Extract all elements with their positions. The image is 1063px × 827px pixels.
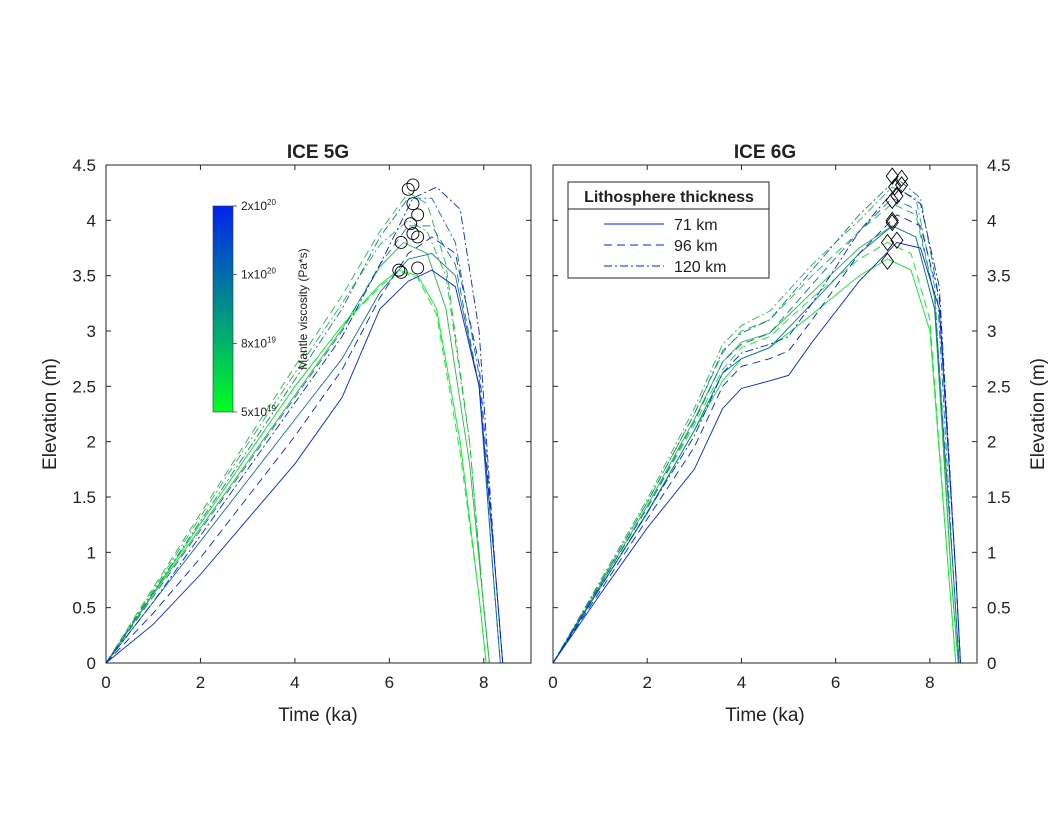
peak-marker-2 <box>394 265 408 279</box>
ylabel-ice6g: Elevation (m) <box>1028 358 1049 470</box>
legend-label: 120 km <box>674 259 726 276</box>
peak-marker-6 <box>411 230 425 244</box>
peak-marker-11 <box>895 169 909 188</box>
colorbar-tick-label: 5x1019 <box>241 404 276 419</box>
xtick-label: 6 <box>385 673 394 692</box>
series-line-11 <box>105 186 504 664</box>
xtick-label: 8 <box>479 673 488 692</box>
legend-title: Lithosphere thickness <box>584 189 754 206</box>
ytick-label: 3.5 <box>72 267 96 286</box>
peak-marker-4 <box>885 213 899 232</box>
ytick-label: 2.5 <box>987 377 1011 396</box>
legend: Lithosphere thickness 71 km 96 km 120 km <box>567 181 770 279</box>
series-line-2 <box>552 241 957 664</box>
peak-marker-11 <box>406 178 420 192</box>
series-line-1 <box>552 258 957 664</box>
series-line-2 <box>105 270 487 664</box>
ytick-label: 1 <box>87 543 96 562</box>
colorbar: 2x1020 1x1020 8x1019 5x1019 Mantle viscosit… <box>212 198 310 419</box>
ytick-label: 4.5 <box>987 156 1011 175</box>
xtick-label: 2 <box>642 673 651 692</box>
plot-area-ice6g <box>552 167 961 664</box>
xtick-label: 2 <box>196 673 205 692</box>
ytick-label: 0.5 <box>987 599 1011 618</box>
ticks-ice5g: 0 2 4 6 8 0 0.5 1 1.5 2 2.5 3 3.5 4 4.5 <box>72 156 531 692</box>
ytick-label: 4.5 <box>72 156 96 175</box>
ytick-label: 2.5 <box>72 377 96 396</box>
peak-marker-7 <box>404 217 418 231</box>
colorbar-tick-label: 8x1019 <box>241 335 276 350</box>
series-line-6 <box>552 225 960 664</box>
xtick-label: 8 <box>925 673 934 692</box>
legend-label: 96 km <box>674 238 718 255</box>
ytick-label: 4 <box>87 211 96 230</box>
series-line-8 <box>552 177 960 664</box>
series-line-11 <box>552 186 961 664</box>
series-line-9 <box>552 242 961 664</box>
peak-marker-10 <box>401 182 415 196</box>
ylabel-ice5g: Elevation (m) <box>40 358 61 470</box>
series-line-8 <box>105 197 501 664</box>
peak-marker-3 <box>411 261 425 275</box>
peak-marker-4 <box>394 236 408 249</box>
series-line-3 <box>552 225 959 664</box>
ytick-label: 3 <box>987 322 996 341</box>
series-line-7 <box>552 197 960 664</box>
xtick-label: 0 <box>548 673 557 692</box>
ticks-ice6g: 0 2 4 6 8 0 0.5 1 1.5 2 2.5 3 3.5 4 4.5 <box>548 156 1010 692</box>
peak-marker-5 <box>885 211 899 230</box>
legend-entries: 71 km 96 km 120 km <box>604 217 726 276</box>
panel-ice6g: ICE 6G Time (ka) Elevation (m) 0 2 4 6 8 0 0.5… <box>548 142 1049 726</box>
plot-area-ice5g <box>105 178 504 664</box>
axes-box-ice5g <box>105 164 532 664</box>
peak-marker-5 <box>406 227 420 241</box>
series-line-9 <box>105 269 504 664</box>
ytick-label: 1 <box>987 543 996 562</box>
legend-label: 71 km <box>674 217 718 234</box>
axes-box-ice6g <box>552 164 978 664</box>
peak-marker-6 <box>885 191 899 210</box>
peak-marker-10 <box>885 167 899 185</box>
series-line-10 <box>105 236 504 664</box>
ytick-label: 1.5 <box>987 488 1011 507</box>
peak-marker-1 <box>392 263 406 277</box>
peak-marker-8 <box>411 208 425 222</box>
peak-marker-9 <box>895 176 909 194</box>
series-line-5 <box>105 192 490 664</box>
ytick-label: 2 <box>87 433 96 452</box>
xlabel-ice6g: Time (ka) <box>725 705 805 726</box>
peak-marker-8 <box>887 178 902 196</box>
ytick-label: 4 <box>987 211 996 230</box>
series-line-10 <box>552 214 961 664</box>
series-line-1 <box>105 269 487 664</box>
series-line-5 <box>552 186 959 664</box>
ytick-label: 1.5 <box>72 488 96 507</box>
ytick-label: 3.5 <box>987 267 1011 286</box>
xtick-label: 4 <box>290 673 299 692</box>
colorbar-label: Mantle viscosity (Pa*s) <box>296 248 310 369</box>
xlabel-ice5g: Time (ka) <box>278 705 358 726</box>
ytick-label: 0 <box>87 654 96 673</box>
series-line-3 <box>105 241 490 664</box>
panel-ice5g: ICE 5G Time (ka) Elevation (m) 0 2 4 6 8 0 0.5… <box>40 142 532 726</box>
colorbar-tick-label: 2x1020 <box>241 198 276 213</box>
peak-marker-1 <box>880 252 895 271</box>
legend-box <box>567 181 770 279</box>
title-ice5g: ICE 5G <box>287 142 349 163</box>
peak-marker-3 <box>890 231 904 250</box>
ytick-label: 0 <box>987 654 996 673</box>
colorbar-tick-label: 1x1020 <box>241 267 276 282</box>
xtick-label: 4 <box>737 673 746 692</box>
title-ice6g: ICE 6G <box>734 142 796 163</box>
ytick-label: 2 <box>987 433 996 452</box>
xtick-label: 0 <box>101 673 110 692</box>
ytick-label: 3 <box>87 322 96 341</box>
colorbar-ticks: 2x1020 1x1020 8x1019 5x1019 <box>233 198 276 419</box>
colorbar-gradient <box>212 205 234 413</box>
ytick-label: 0.5 <box>72 599 96 618</box>
xtick-label: 6 <box>831 673 840 692</box>
peak-marker-9 <box>406 197 420 211</box>
